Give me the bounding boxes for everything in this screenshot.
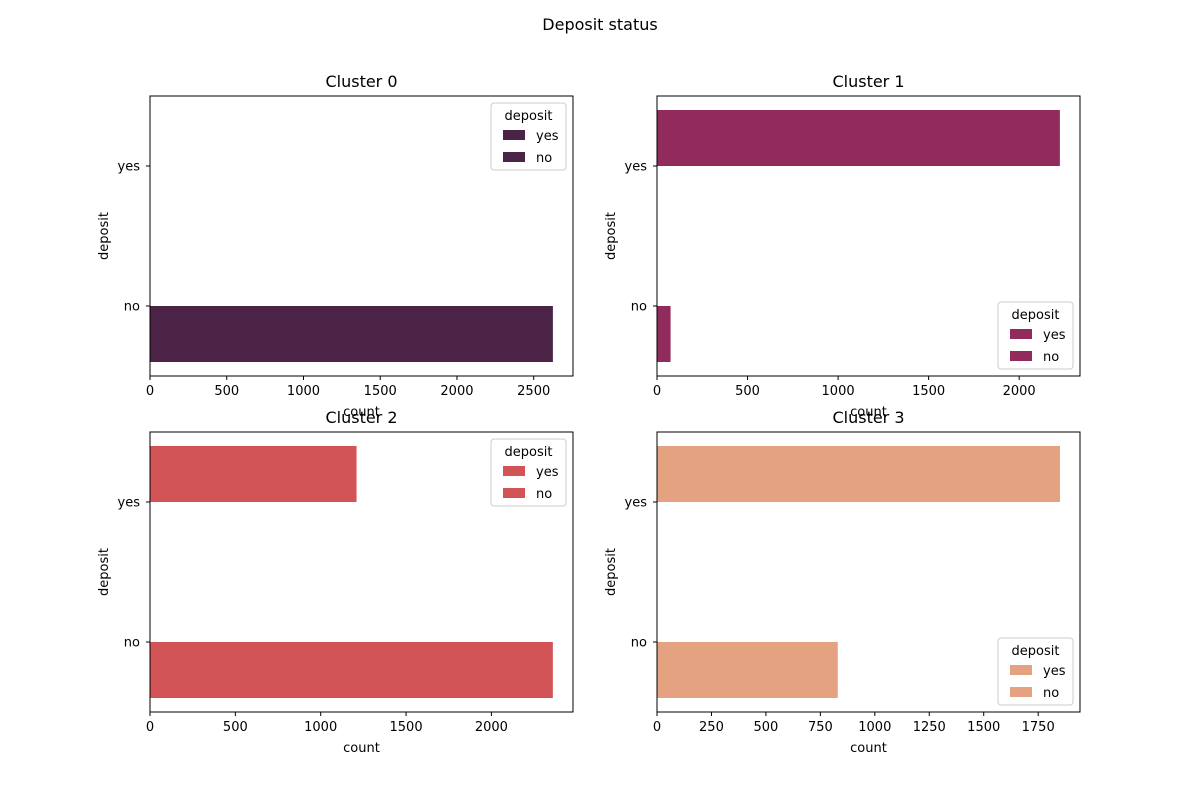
x-tick-label: 1250	[913, 720, 946, 735]
x-axis-label: count	[850, 741, 887, 756]
axes-frame	[149, 431, 574, 713]
legend-swatch-no	[1010, 687, 1032, 697]
legend-label-yes: yes	[536, 129, 559, 144]
y-axis-label: deposit	[604, 548, 619, 596]
legend-title: deposit	[505, 445, 553, 460]
axes-frame	[656, 95, 1081, 377]
subplot-cluster-1: 0 500 1000 1500 2000 yes no Cluster 1 count depos…	[604, 72, 1081, 420]
x-tick-label: 1000	[858, 720, 891, 735]
x-axis-label: count	[343, 405, 380, 420]
y-tick-label: yes	[118, 160, 141, 175]
y-axis-label: deposit	[97, 548, 112, 596]
bar-yes	[657, 110, 1060, 166]
bar-yes	[657, 446, 1060, 502]
y-tick-label: no	[631, 636, 647, 651]
x-tick-label: 0	[653, 720, 661, 735]
bar-no	[150, 642, 553, 698]
y-axis-label: deposit	[604, 212, 619, 260]
x-tick-label: 1500	[364, 384, 397, 399]
x-tick-label: 0	[146, 720, 154, 735]
legend-title: deposit	[1012, 644, 1060, 659]
legend-label-yes: yes	[536, 465, 559, 480]
x-tick-label: 500	[735, 384, 760, 399]
legend-label-yes: yes	[1043, 328, 1066, 343]
x-axis-label: count	[850, 405, 887, 420]
x-tick-label: 2500	[517, 384, 550, 399]
legend-swatch-yes	[1010, 329, 1032, 339]
legend-swatch-yes	[1010, 665, 1032, 675]
x-tick-label: 2000	[1003, 384, 1036, 399]
subplot-title: Cluster 3	[832, 408, 904, 427]
legend-swatch-no	[1010, 351, 1032, 361]
bar-yes	[150, 446, 357, 502]
bar-no	[657, 642, 838, 698]
y-axis-label: deposit	[97, 212, 112, 260]
y-tick-label: yes	[625, 160, 648, 175]
legend-label-no: no	[536, 487, 552, 502]
legend: deposit yes no	[997, 637, 1074, 706]
legend: deposit yes no	[490, 438, 567, 507]
legend-label-no: no	[1043, 686, 1059, 701]
x-tick-label: 750	[808, 720, 833, 735]
x-tick-label: 0	[146, 384, 154, 399]
subplot-title: Cluster 1	[832, 72, 904, 91]
x-tick-label: 500	[223, 720, 248, 735]
legend-label-yes: yes	[1043, 664, 1066, 679]
x-tick-label: 1000	[304, 720, 337, 735]
legend: deposit yes no	[997, 301, 1074, 370]
x-tick-label: 2000	[440, 384, 473, 399]
y-tick-label: no	[124, 300, 140, 315]
legend-title: deposit	[1012, 308, 1060, 323]
x-tick-label: 1000	[287, 384, 320, 399]
subplot-title: Cluster 0	[325, 72, 397, 91]
axes-frame	[149, 95, 574, 377]
bar-no	[657, 306, 671, 362]
x-tick-label: 1750	[1022, 720, 1055, 735]
x-tick-label: 2000	[475, 720, 508, 735]
x-tick-label: 1500	[967, 720, 1000, 735]
legend-title: deposit	[505, 109, 553, 124]
legend-label-no: no	[1043, 350, 1059, 365]
x-tick-label: 500	[753, 720, 778, 735]
subplot-cluster-3: 0 250 500 750 1000 1250 1500 1750 yes no Cluster 3…	[604, 408, 1081, 756]
legend-swatch-no	[503, 152, 525, 162]
y-tick-label: yes	[118, 496, 141, 511]
figure-title: Deposit status	[542, 15, 657, 34]
y-tick-label: no	[631, 300, 647, 315]
subplot-title: Cluster 2	[325, 408, 397, 427]
x-tick-label: 0	[653, 384, 661, 399]
x-tick-label: 1500	[912, 384, 945, 399]
x-tick-label: 1000	[822, 384, 855, 399]
legend-swatch-yes	[503, 130, 525, 140]
subplot-cluster-0: 0 500 1000 1500 2000 2500 yes no Cluster 0 count d…	[97, 72, 574, 420]
legend: deposit yes no	[490, 102, 567, 171]
legend-swatch-yes	[503, 466, 525, 476]
y-tick-label: no	[124, 636, 140, 651]
legend-swatch-no	[503, 488, 525, 498]
bar-no	[150, 306, 553, 362]
x-axis-label: count	[343, 741, 380, 756]
axes-frame	[656, 431, 1081, 713]
x-tick-label: 1500	[390, 720, 423, 735]
y-tick-label: yes	[625, 496, 648, 511]
x-tick-label: 250	[699, 720, 724, 735]
legend-label-no: no	[536, 151, 552, 166]
x-tick-label: 500	[214, 384, 239, 399]
